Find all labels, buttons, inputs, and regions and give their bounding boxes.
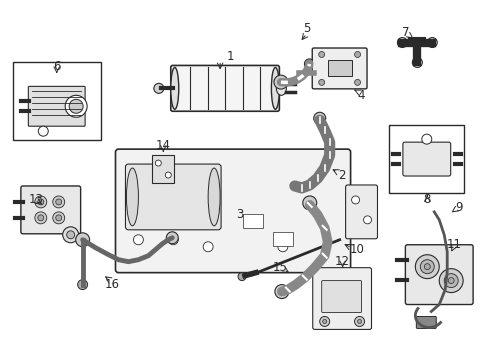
Circle shape [318,51,324,58]
Text: 16: 16 [105,278,120,291]
FancyBboxPatch shape [28,86,85,126]
Bar [152,155,174,183]
Circle shape [357,319,361,323]
Circle shape [154,84,163,93]
Circle shape [424,264,429,270]
Circle shape [53,196,64,208]
Circle shape [56,215,61,221]
Circle shape [304,59,314,69]
Circle shape [35,212,47,224]
Text: 2: 2 [337,168,345,181]
FancyBboxPatch shape [125,164,221,230]
Circle shape [427,37,436,48]
Circle shape [318,80,324,85]
Circle shape [155,160,161,166]
Bar [327,60,351,76]
Ellipse shape [126,168,138,226]
Text: 6: 6 [53,60,61,73]
FancyBboxPatch shape [415,316,435,328]
Text: 1: 1 [226,50,233,63]
Ellipse shape [170,67,179,109]
Text: 12: 12 [334,255,349,268]
Circle shape [354,80,360,85]
Text: 14: 14 [156,139,170,152]
Text: 4: 4 [357,89,365,102]
Circle shape [438,269,462,293]
Circle shape [322,319,326,323]
Circle shape [165,172,171,178]
Text: 15: 15 [272,261,287,274]
Circle shape [421,134,431,144]
Text: 5: 5 [303,22,310,35]
Circle shape [238,273,245,280]
Circle shape [354,51,360,58]
Circle shape [69,99,83,113]
Circle shape [66,231,75,239]
Circle shape [62,227,79,243]
Circle shape [302,196,316,210]
Text: 11: 11 [446,238,461,251]
Circle shape [319,316,329,327]
FancyBboxPatch shape [312,268,371,329]
Circle shape [133,235,143,245]
FancyBboxPatch shape [321,280,361,312]
FancyBboxPatch shape [170,66,279,111]
Circle shape [414,255,438,279]
Text: 3: 3 [236,208,243,221]
Circle shape [351,196,359,204]
Circle shape [65,95,87,117]
Circle shape [53,212,64,224]
Circle shape [354,316,364,327]
Circle shape [78,280,87,289]
FancyBboxPatch shape [21,186,81,234]
Text: 9: 9 [454,201,462,215]
Text: 13: 13 [28,193,43,206]
Circle shape [277,242,287,252]
Bar [13,62,101,140]
Circle shape [38,215,44,221]
FancyBboxPatch shape [402,142,450,176]
Circle shape [313,112,325,124]
Circle shape [203,242,213,252]
FancyBboxPatch shape [312,48,366,89]
Circle shape [363,216,371,224]
Bar [243,214,263,228]
Circle shape [397,37,407,48]
FancyBboxPatch shape [345,185,377,239]
Text: 7: 7 [401,26,408,39]
Bar [272,232,292,246]
Circle shape [35,196,47,208]
Circle shape [38,126,48,136]
FancyBboxPatch shape [115,149,350,273]
Ellipse shape [276,81,286,95]
Circle shape [443,274,457,288]
Circle shape [274,285,288,298]
Circle shape [168,235,178,245]
Circle shape [420,260,433,274]
Ellipse shape [208,168,220,226]
FancyBboxPatch shape [405,245,472,305]
Circle shape [56,199,61,205]
Circle shape [273,75,287,89]
Circle shape [166,232,178,244]
Bar [388,125,463,193]
Text: 10: 10 [349,243,364,256]
Circle shape [411,58,422,67]
Circle shape [447,278,453,284]
Circle shape [287,179,301,193]
Circle shape [38,199,44,205]
Ellipse shape [271,67,279,109]
Text: 8: 8 [423,193,430,206]
Circle shape [76,233,89,247]
